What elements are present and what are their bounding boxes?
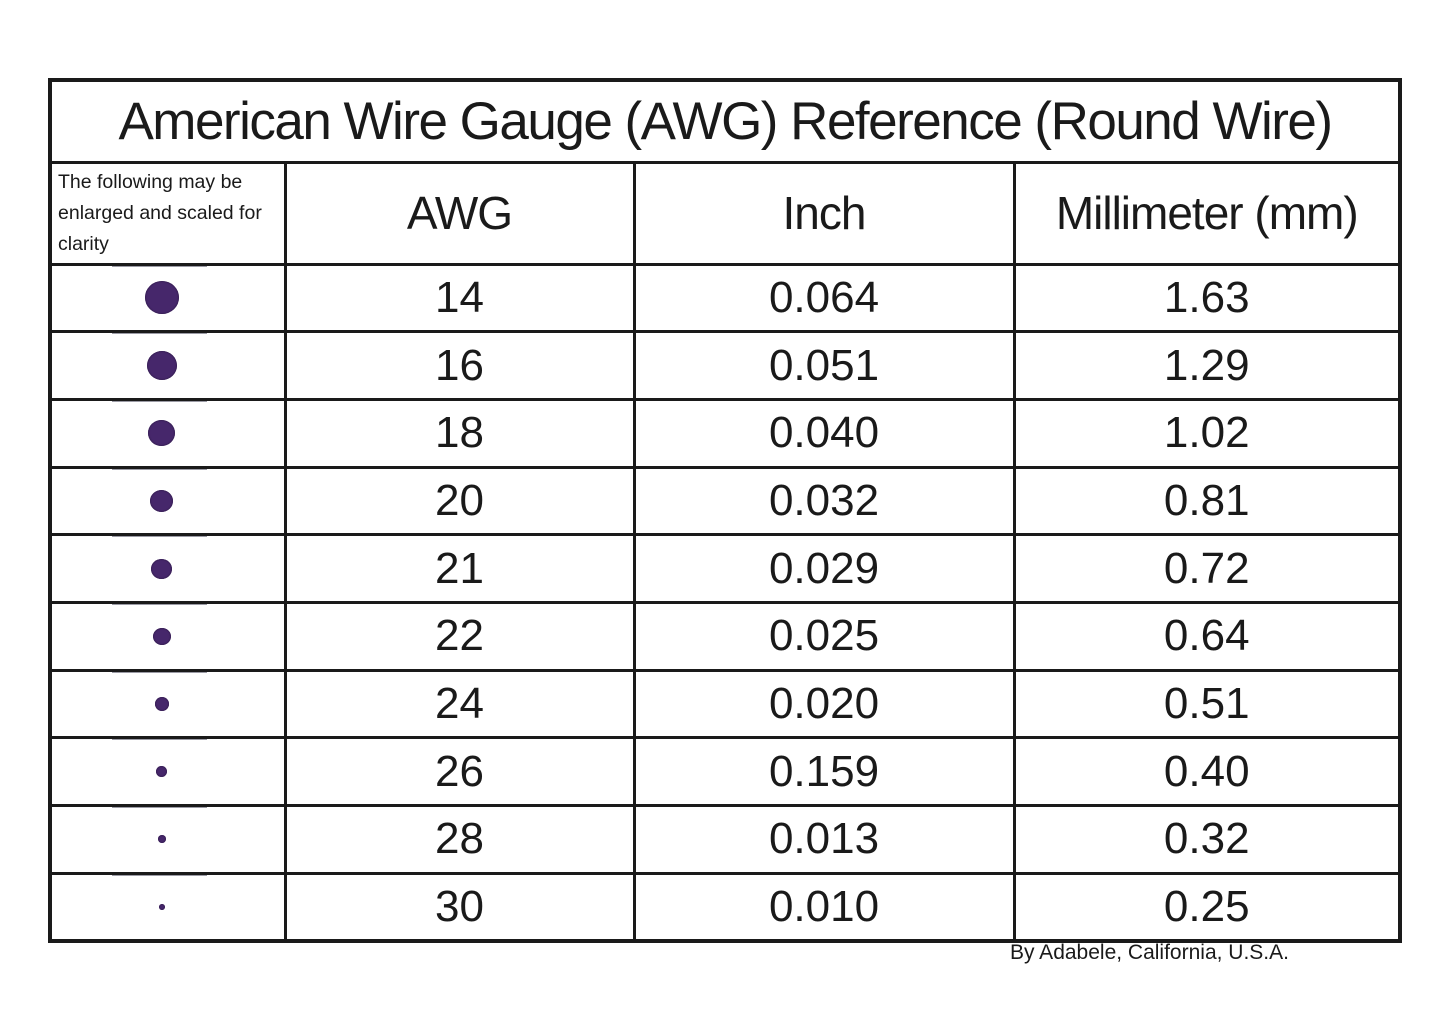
awg-value: 14 [283, 262, 636, 334]
awg-value: 24 [283, 668, 636, 740]
inch-value: 0.051 [632, 330, 1016, 401]
header-row: The following may be enlarged and scaled… [48, 160, 1402, 266]
inch-value: 0.020 [632, 668, 1016, 740]
wire-gauge-dot-icon [151, 558, 173, 579]
table-row: 14 0.064 1.63 [48, 262, 1402, 334]
mm-value: 0.72 [1012, 533, 1402, 604]
table-row: 16 0.051 1.29 [48, 330, 1402, 401]
column-header-inch: Inch [632, 160, 1016, 266]
scale-note: The following may be enlarged and scaled… [48, 160, 287, 266]
mm-value: 0.81 [1012, 465, 1402, 537]
table-row: 21 0.029 0.72 [48, 533, 1402, 604]
wire-gauge-dot-icon [146, 351, 177, 381]
table-row: 28 0.013 0.32 [48, 804, 1402, 875]
wire-gauge-dot-icon [144, 281, 179, 315]
table-row: 18 0.040 1.02 [48, 397, 1402, 469]
mm-value: 0.51 [1012, 668, 1402, 740]
wire-size-cell [48, 465, 287, 537]
wire-size-cell [48, 804, 287, 875]
inch-value: 0.032 [632, 465, 1016, 537]
wire-size-cell [48, 262, 287, 334]
column-header-awg: AWG [283, 160, 636, 266]
page-title: American Wire Gauge (AWG) Reference (Rou… [48, 78, 1402, 164]
mm-value: 0.32 [1012, 804, 1402, 875]
wire-gauge-dot-icon [158, 903, 165, 910]
inch-value: 0.159 [632, 736, 1016, 807]
wire-size-cell [48, 330, 287, 401]
awg-reference-table: American Wire Gauge (AWG) Reference (Rou… [48, 78, 1402, 943]
wire-size-cell [48, 533, 287, 604]
title-row: American Wire Gauge (AWG) Reference (Rou… [48, 78, 1402, 164]
mm-value: 1.29 [1012, 330, 1402, 401]
wire-gauge-dot-icon [156, 766, 168, 778]
awg-value: 18 [283, 397, 636, 469]
wire-size-cell [48, 668, 287, 740]
wire-size-cell [48, 736, 287, 807]
awg-value: 26 [283, 736, 636, 807]
mm-value: 0.40 [1012, 736, 1402, 807]
mm-value: 1.02 [1012, 397, 1402, 469]
wire-gauge-dot-icon [157, 835, 166, 844]
mm-value: 1.63 [1012, 262, 1402, 334]
table-row: 26 0.159 0.40 [48, 736, 1402, 807]
awg-value: 30 [283, 871, 636, 943]
awg-value: 28 [283, 804, 636, 875]
wire-gauge-dot-icon [154, 696, 169, 711]
inch-value: 0.029 [632, 533, 1016, 604]
awg-value: 21 [283, 533, 636, 604]
table-row: 24 0.020 0.51 [48, 668, 1402, 740]
inch-value: 0.064 [632, 262, 1016, 334]
inch-value: 0.010 [632, 871, 1016, 943]
awg-value: 16 [283, 330, 636, 401]
attribution-text: By Adabele, California, U.S.A. [1010, 941, 1289, 964]
wire-gauge-dot-icon [148, 420, 176, 447]
wire-size-cell [48, 397, 287, 469]
inch-value: 0.013 [632, 804, 1016, 875]
table-row: 22 0.025 0.64 [48, 600, 1402, 672]
mm-value: 0.25 [1012, 871, 1402, 943]
table-row: 20 0.032 0.81 [48, 465, 1402, 537]
wire-size-cell [48, 600, 287, 672]
wire-size-cell [48, 871, 287, 943]
awg-value: 20 [283, 465, 636, 537]
wire-gauge-dot-icon [152, 627, 171, 645]
inch-value: 0.025 [632, 600, 1016, 672]
awg-value: 22 [283, 600, 636, 672]
table-row: 30 0.010 0.25 [48, 871, 1402, 943]
column-header-mm: Millimeter (mm) [1012, 160, 1402, 266]
inch-value: 0.040 [632, 397, 1016, 469]
mm-value: 0.64 [1012, 600, 1402, 672]
wire-gauge-dot-icon [150, 489, 174, 512]
